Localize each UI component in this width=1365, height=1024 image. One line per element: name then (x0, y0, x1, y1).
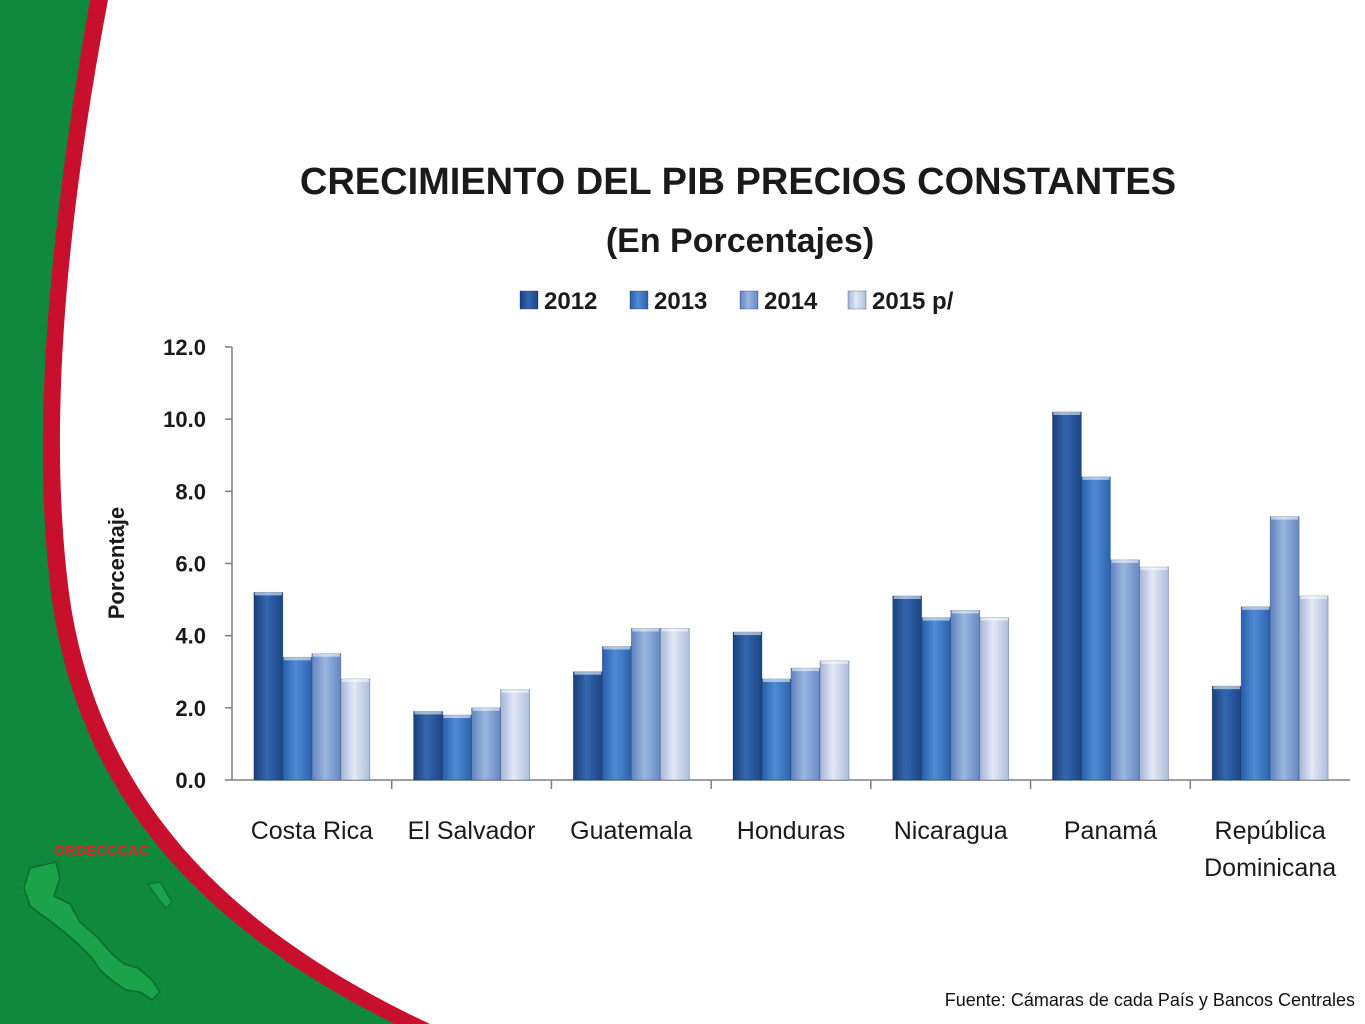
bar-highlight (821, 660, 848, 664)
bar-highlight (1242, 606, 1270, 610)
bar-highlight (312, 653, 340, 657)
chart-axes: 0.0 2.0 4.0 6.0 8.0 10.0 12.0 (163, 335, 1350, 793)
legend-label-1: 2013 (654, 288, 707, 315)
bar-2013-6 (1240, 606, 1271, 781)
bar-2015p-4 (979, 617, 1010, 781)
bar-2015p-5 (1139, 566, 1169, 781)
bar-highlight (254, 592, 282, 596)
bar-2014-2 (630, 628, 661, 781)
bar-highlight (501, 689, 529, 693)
bar-2012-3 (732, 631, 763, 781)
bar-2015p-2 (659, 628, 690, 781)
bar-highlight (922, 617, 950, 621)
category-label: Guatemala (570, 817, 692, 845)
legend-label-0: 2012 (544, 288, 597, 315)
legend-swatch-1 (629, 290, 649, 310)
bar-2014-4 (950, 610, 981, 781)
bar-2013-3 (761, 678, 792, 781)
bar-2015p-6 (1298, 595, 1329, 781)
caribbean-islands-icon (147, 881, 173, 909)
bar-2013-4 (921, 617, 952, 781)
bar-highlight (1111, 559, 1139, 563)
source-note: Fuente: Cámaras de cada País y Bancos Ce… (944, 990, 1355, 1010)
bar-highlight (734, 632, 761, 636)
chart-title: CRECIMIENTO DEL PIB PRECIOS CONSTANTES (300, 161, 1176, 203)
bar-highlight (763, 678, 790, 682)
bar-highlight (472, 707, 500, 711)
slide-red-band (0, 0, 430, 1024)
bar-2013-5 (1081, 476, 1111, 781)
category-label: República Dominicana (1204, 817, 1336, 882)
y-tick-label: 4.0 (175, 624, 206, 649)
legend-swatch-3 (847, 290, 867, 310)
bar-2012-2 (572, 671, 603, 781)
bar-2012-5 (1052, 411, 1082, 781)
category-labels: Costa Rica El Salvador Guatemala Honduras Ni… (251, 817, 1337, 882)
y-tick-label: 10.0 (163, 407, 206, 432)
category-label: Costa Rica (251, 817, 373, 845)
bar-highlight (603, 646, 631, 650)
bar-highlight (1140, 567, 1168, 571)
category-label: Honduras (737, 817, 845, 845)
bar-2013-2 (601, 646, 632, 781)
category-label: Nicaragua (894, 817, 1008, 845)
y-tick-label: 2.0 (175, 696, 206, 721)
bar-highlight (341, 678, 369, 682)
central-america-map-icon (23, 861, 161, 1001)
bar-2012-1 (413, 711, 443, 781)
bar-highlight (1053, 411, 1081, 415)
bar-highlight (1213, 686, 1241, 690)
organization-logo-text: ORDECCCAC (54, 842, 150, 858)
bar-highlight (414, 711, 442, 715)
category-label: El Salvador (408, 817, 536, 845)
bar-2012-4 (892, 595, 923, 781)
bar-2014-6 (1269, 516, 1300, 781)
legend-label-2: 2014 (764, 288, 818, 315)
legend-swatch-2 (739, 290, 759, 310)
bar-highlight (1271, 516, 1299, 520)
y-tick-label: 8.0 (175, 479, 206, 504)
bar-2015p-0 (340, 678, 371, 781)
bar-highlight (980, 617, 1008, 621)
bar-highlight (283, 657, 311, 661)
bar-2013-1 (442, 714, 472, 781)
y-tick-label: 12.0 (163, 335, 206, 360)
chart-subtitle: (En Porcentajes) (606, 222, 874, 260)
bar-highlight (443, 715, 471, 719)
y-axis-label: Porcentaje (104, 507, 129, 620)
bar-2013-0 (282, 656, 313, 781)
bar-2012-0 (253, 591, 284, 781)
y-tick-label: 0.0 (175, 768, 206, 793)
bar-highlight (1300, 595, 1328, 599)
bar-2015p-3 (819, 660, 850, 781)
legend-swatch-0 (519, 290, 539, 310)
slide-green-band (0, 0, 395, 1024)
bar-highlight (661, 628, 689, 632)
bar-highlight (1082, 476, 1110, 480)
chart-legend: 2012 2013 2014 2015 p/ (519, 288, 954, 315)
bar-2015p-1 (500, 689, 530, 781)
bar-2014-3 (790, 667, 821, 781)
bar-2012-6 (1211, 685, 1242, 781)
y-tick-label: 6.0 (175, 552, 206, 577)
category-label: Panamá (1064, 817, 1157, 845)
bar-2014-0 (311, 653, 342, 781)
chart-bars (253, 411, 1329, 781)
legend-label-3: 2015 p/ (872, 288, 954, 315)
bar-highlight (951, 610, 979, 614)
bar-highlight (792, 668, 819, 672)
bar-2014-1 (471, 707, 501, 781)
bar-2014-5 (1110, 559, 1140, 781)
bar-highlight (893, 595, 921, 599)
bar-highlight (632, 628, 660, 632)
bar-highlight (574, 671, 602, 675)
